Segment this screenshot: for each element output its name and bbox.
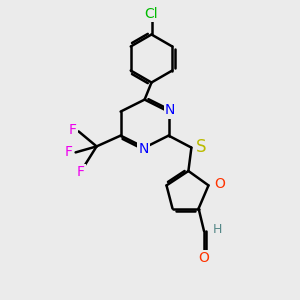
Text: S: S	[196, 138, 206, 156]
Text: Cl: Cl	[145, 7, 158, 20]
Text: F: F	[69, 123, 76, 137]
Text: H: H	[213, 223, 222, 236]
Text: O: O	[214, 177, 225, 191]
Text: O: O	[198, 251, 209, 265]
Text: N: N	[165, 103, 175, 117]
Text: F: F	[65, 146, 73, 159]
Text: F: F	[77, 165, 85, 179]
Text: N: N	[138, 142, 148, 156]
